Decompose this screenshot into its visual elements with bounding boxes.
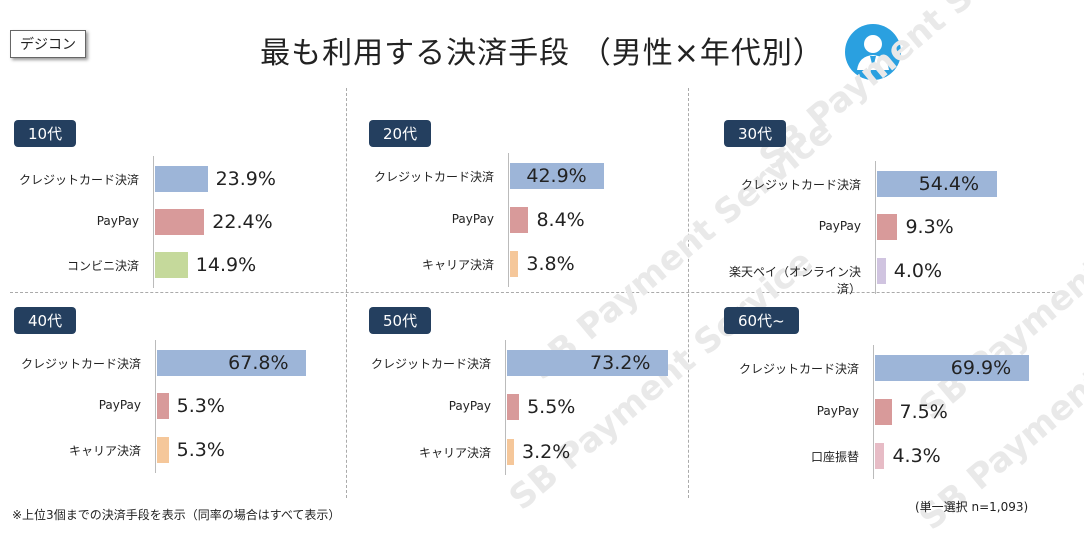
bar-axis xyxy=(873,345,874,479)
data-label: 5.5% xyxy=(527,396,576,418)
category-label: クレジットカード決済 xyxy=(738,362,859,376)
category-label: コンビニ決済 xyxy=(66,259,139,273)
category-label: PayPay xyxy=(451,212,494,226)
category-label: クレジットカード決済 xyxy=(20,357,141,371)
data-label: 54.4% xyxy=(918,173,980,195)
data-bar xyxy=(157,393,169,419)
data-bar xyxy=(507,350,669,376)
data-label: 8.4% xyxy=(536,209,585,231)
data-label: 4.0% xyxy=(893,260,943,282)
category-label: PayPay xyxy=(98,398,141,412)
age-group-badge: 20代 xyxy=(369,120,432,147)
data-label: 69.9% xyxy=(950,357,1012,379)
category-label: 楽天ペイ（オンライン決済） xyxy=(728,265,861,296)
data-bar xyxy=(510,251,519,277)
category-label: クレジットカード決済 xyxy=(373,170,494,184)
data-bar xyxy=(877,214,898,240)
watermark-text: SB Payment Service xyxy=(751,0,1071,179)
digicon-tag: デジコン xyxy=(10,30,86,58)
bar-axis xyxy=(505,340,506,475)
age-group-badge: 10代 xyxy=(14,120,77,147)
category-label: PayPay xyxy=(816,404,859,418)
data-bar xyxy=(510,207,529,233)
data-label: 5.3% xyxy=(176,395,225,417)
category-label: PayPay xyxy=(448,399,491,413)
category-label: キャリア決済 xyxy=(421,258,494,272)
data-label: 9.3% xyxy=(905,216,954,238)
data-label: 67.8% xyxy=(228,352,289,374)
divider-vertical-2 xyxy=(688,88,689,498)
category-label: クレジットカード決済 xyxy=(740,178,861,192)
age-group-badge: 40代 xyxy=(14,307,77,334)
data-label: 22.4% xyxy=(212,211,273,233)
data-label: 7.5% xyxy=(899,401,948,423)
divider-vertical-1 xyxy=(346,88,347,498)
data-bar xyxy=(875,443,885,469)
category-label: キャリア決済 xyxy=(418,446,491,460)
category-label: PayPay xyxy=(818,219,861,233)
bar-axis xyxy=(508,153,509,287)
age-group-badge: 50代 xyxy=(369,307,432,334)
bar-axis xyxy=(155,340,156,473)
data-bar xyxy=(155,166,208,192)
age-group-badge: 30代 xyxy=(724,120,787,147)
watermark-text: SB Payment Service xyxy=(521,111,841,389)
data-label: 14.9% xyxy=(195,254,257,276)
footnote: ※上位3個までの決済手段を表示（同率の場合はすべて表示） xyxy=(12,508,341,522)
category-label: PayPay xyxy=(96,214,139,228)
data-bar xyxy=(155,209,205,235)
data-label: 23.9% xyxy=(215,168,276,190)
data-label: 42.9% xyxy=(526,165,587,187)
page-title: 最も利用する決済手段 （男性×年代別） xyxy=(260,36,824,71)
data-bar xyxy=(877,171,997,197)
data-bar xyxy=(875,355,1029,381)
data-label: 73.2% xyxy=(590,352,651,374)
data-bar xyxy=(507,439,515,465)
user-icon xyxy=(845,24,901,80)
sample-note: (単一選択 n=1,093) xyxy=(915,500,1029,514)
data-label: 4.3% xyxy=(892,445,941,467)
data-label: 3.2% xyxy=(522,441,571,463)
data-bar xyxy=(877,258,886,284)
bar-axis xyxy=(153,156,154,288)
data-label: 5.3% xyxy=(176,439,225,461)
divider-horizontal xyxy=(10,292,1060,293)
category-label: クレジットカード決済 xyxy=(370,357,491,371)
category-label: クレジットカード決済 xyxy=(18,173,139,187)
data-bar xyxy=(157,350,307,376)
category-label: 口座振替 xyxy=(810,450,859,464)
data-bar xyxy=(507,394,520,420)
data-bar xyxy=(157,437,169,463)
bar-axis xyxy=(875,161,876,294)
category-label: キャリア決済 xyxy=(68,444,141,458)
data-bar xyxy=(155,252,188,278)
data-label: 3.8% xyxy=(526,253,575,275)
age-group-badge: 60代~ xyxy=(724,307,799,334)
data-bar xyxy=(875,399,892,425)
data-bar xyxy=(510,163,605,189)
